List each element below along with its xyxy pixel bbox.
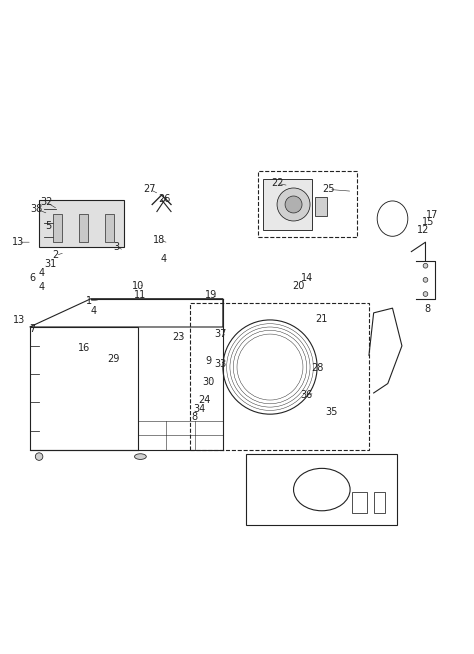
Text: 15: 15 xyxy=(422,217,434,228)
Text: 23: 23 xyxy=(172,332,184,342)
Circle shape xyxy=(423,292,428,296)
Text: 32: 32 xyxy=(40,197,52,207)
Text: 29: 29 xyxy=(107,354,120,364)
Ellipse shape xyxy=(135,454,146,459)
Text: 26: 26 xyxy=(158,194,170,204)
Bar xyxy=(105,214,114,242)
Text: 20: 20 xyxy=(292,281,304,290)
Circle shape xyxy=(36,453,43,460)
Text: 31: 31 xyxy=(45,260,57,269)
Text: 6: 6 xyxy=(29,273,35,283)
Text: 14: 14 xyxy=(301,273,313,283)
Circle shape xyxy=(285,196,302,213)
Text: 12: 12 xyxy=(417,226,429,235)
Text: 25: 25 xyxy=(323,184,335,194)
Text: 8: 8 xyxy=(191,413,198,422)
Text: 37: 37 xyxy=(214,329,227,339)
Bar xyxy=(53,214,62,242)
Text: 16: 16 xyxy=(78,343,90,353)
Bar xyxy=(315,198,327,216)
Text: 4: 4 xyxy=(90,305,96,315)
Text: 2: 2 xyxy=(53,250,59,260)
Text: 21: 21 xyxy=(316,313,328,324)
Bar xyxy=(246,455,397,525)
Text: 4: 4 xyxy=(161,254,167,264)
Text: 34: 34 xyxy=(193,404,205,414)
Text: 11: 11 xyxy=(134,290,146,300)
Text: 8: 8 xyxy=(425,304,431,314)
Text: 9: 9 xyxy=(206,356,212,366)
Text: 33: 33 xyxy=(214,359,227,369)
Bar xyxy=(353,492,366,513)
Text: 36: 36 xyxy=(301,390,313,400)
Text: 5: 5 xyxy=(46,220,52,231)
Bar xyxy=(258,171,357,237)
Text: 24: 24 xyxy=(198,394,210,405)
Text: 30: 30 xyxy=(202,377,215,387)
Text: 4: 4 xyxy=(38,282,45,292)
Circle shape xyxy=(277,188,310,221)
Text: 4: 4 xyxy=(38,267,45,278)
Text: 27: 27 xyxy=(144,184,156,194)
Text: 38: 38 xyxy=(31,204,43,215)
Bar xyxy=(79,214,88,242)
Text: 35: 35 xyxy=(325,407,337,417)
Text: 13: 13 xyxy=(13,315,26,325)
Text: 13: 13 xyxy=(12,237,24,247)
Circle shape xyxy=(423,264,428,268)
Bar xyxy=(39,199,124,247)
Text: 19: 19 xyxy=(205,290,217,300)
Circle shape xyxy=(423,277,428,283)
Text: 1: 1 xyxy=(85,296,91,306)
Bar xyxy=(374,492,385,513)
Text: 28: 28 xyxy=(311,364,323,373)
Text: 18: 18 xyxy=(153,235,165,245)
Text: 17: 17 xyxy=(427,210,439,220)
Text: 7: 7 xyxy=(29,324,35,334)
Bar xyxy=(263,179,312,230)
Text: 3: 3 xyxy=(114,242,120,252)
Text: 10: 10 xyxy=(132,281,144,290)
Text: 22: 22 xyxy=(271,179,283,188)
